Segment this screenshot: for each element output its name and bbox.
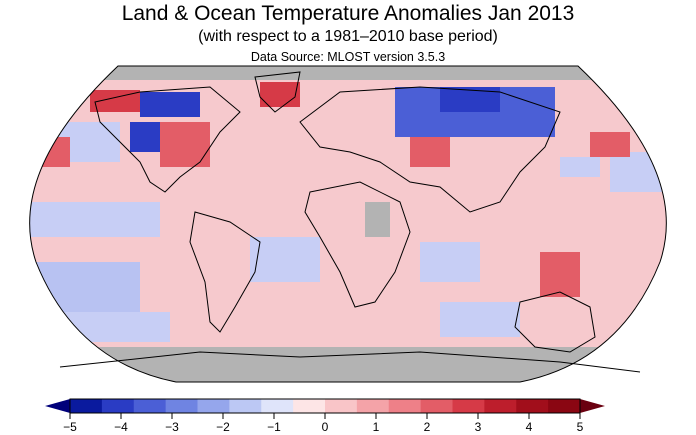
south-america-coastline xyxy=(189,211,261,333)
colorbar-cell xyxy=(484,399,517,413)
greenland-coastline xyxy=(254,71,301,113)
colorbar-cell xyxy=(516,399,549,413)
colorbar-cell xyxy=(70,399,103,413)
warm-region xyxy=(540,252,580,297)
colorbar-cell xyxy=(133,399,167,413)
africa-coastline xyxy=(304,181,411,308)
north-america-coastline xyxy=(94,86,241,193)
australia-coastline xyxy=(514,291,596,353)
warm-region xyxy=(590,132,630,157)
colorbar-cell xyxy=(325,399,358,413)
data-source-label: Data Source: MLOST version 3.5.3 xyxy=(250,50,446,64)
missing-data-arctic xyxy=(60,66,660,80)
colorbar-cell xyxy=(229,399,262,413)
anomaly-field xyxy=(29,66,667,382)
colorbar-low-extension xyxy=(45,399,70,413)
colorbar-high-extension xyxy=(580,399,605,413)
colorbar-cell xyxy=(101,399,135,413)
missing-data-antarctic xyxy=(40,347,660,382)
cold-region xyxy=(440,87,500,112)
colorbar-cell xyxy=(420,399,453,413)
colorbar-cell xyxy=(452,399,485,413)
warm-region xyxy=(90,90,140,112)
cool-region xyxy=(420,242,480,282)
colorbar-tick-label: −1 xyxy=(267,420,281,434)
cold-region xyxy=(130,122,160,152)
coastlines xyxy=(59,71,641,373)
warm-region xyxy=(410,137,450,167)
colorbar-cells xyxy=(70,399,581,413)
cool-region xyxy=(440,302,520,337)
colorbar-cell xyxy=(548,399,581,413)
eurasia-coastline xyxy=(299,86,561,213)
colorbar-tick-label: 3 xyxy=(474,420,482,434)
colorbar-tick-label: −3 xyxy=(165,420,179,434)
colorbar-tick-label: 1 xyxy=(372,420,380,434)
missing-data-region xyxy=(365,202,390,237)
colorbar-tick-label: −4 xyxy=(114,420,128,434)
colorbar-tick-label: −2 xyxy=(216,420,230,434)
warm-region xyxy=(160,122,210,167)
cool-region xyxy=(60,312,170,342)
chart-subtitle: (with respect to a 1981–2010 base period… xyxy=(198,28,498,45)
colorbar-cell xyxy=(293,399,326,413)
warm-region xyxy=(30,137,70,167)
colorbar-tick-label: 2 xyxy=(423,420,431,434)
cool-region xyxy=(560,157,600,177)
warm-region xyxy=(260,82,300,107)
colorbar-tick-label: −5 xyxy=(63,420,77,434)
colorbar-cell xyxy=(165,399,198,413)
antarctica-coastline xyxy=(59,351,641,373)
colorbar-cell xyxy=(197,399,230,413)
colorbar-tick-label: 4 xyxy=(525,420,533,434)
cold-region xyxy=(140,92,200,117)
colorbar xyxy=(45,398,605,419)
cool-region xyxy=(29,262,140,312)
colorbar-tick-label: 0 xyxy=(321,420,329,434)
map-border xyxy=(29,65,667,383)
chart-title: Land & Ocean Temperature Anomalies Jan 2… xyxy=(121,2,575,25)
colorbar-cell xyxy=(388,399,422,413)
colorbar-ticks xyxy=(69,413,581,419)
colorbar-cell xyxy=(261,399,294,413)
colorbar-tick-label: 5 xyxy=(576,420,584,434)
world-anomaly-map xyxy=(29,65,667,383)
colorbar-cell xyxy=(356,399,390,413)
cool-region xyxy=(250,237,320,282)
cool-region xyxy=(29,202,160,237)
